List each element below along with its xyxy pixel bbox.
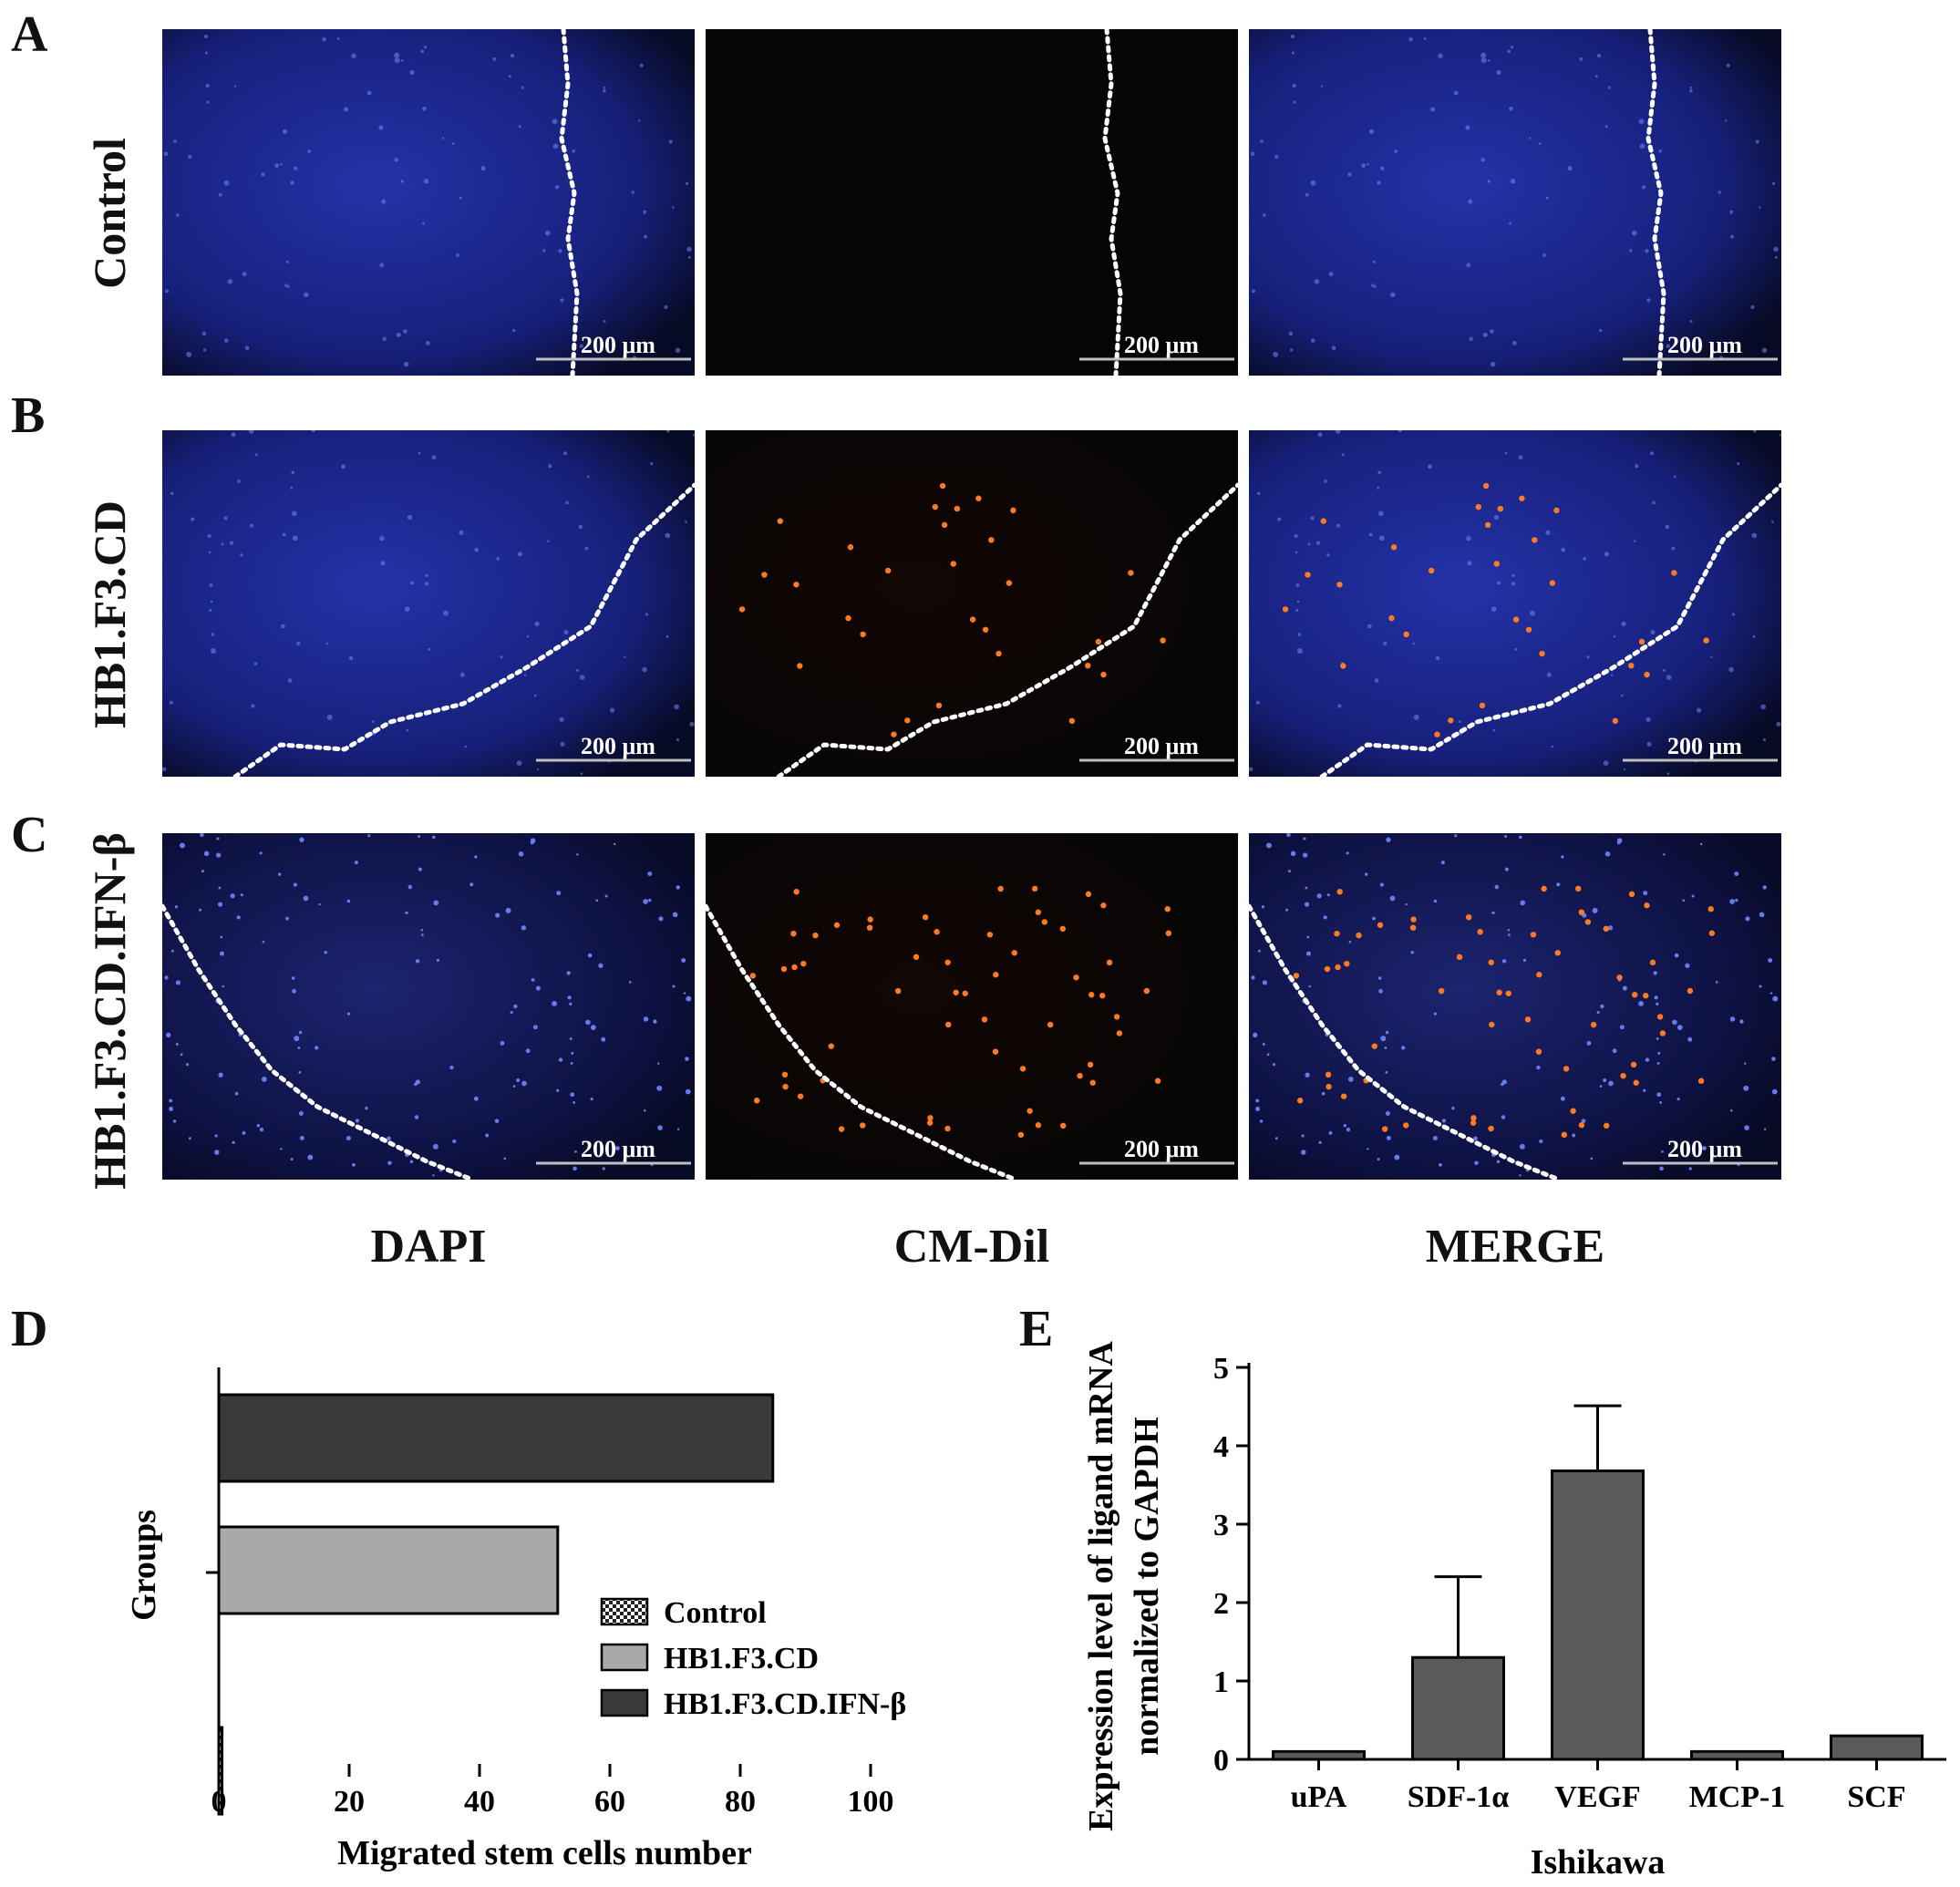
- chart-d-xtick-label: 100: [848, 1785, 894, 1819]
- chart-d-ylabel: Groups: [125, 1510, 163, 1621]
- svg-text:200 μm: 200 μm: [1667, 1136, 1742, 1162]
- chart-d-legend-swatch-0: [600, 1597, 649, 1626]
- svg-text:200 μm: 200 μm: [1667, 733, 1742, 759]
- micro-ifn-dapi: 200 μm: [162, 833, 695, 1180]
- panel-letter-c: C: [11, 807, 48, 863]
- col-label-dil: CM-Dil: [893, 1221, 1050, 1273]
- row-label-hb1-f3-cd: HB1.F3.CD: [84, 500, 135, 728]
- chart-e-xtick-label: VEGF: [1554, 1780, 1640, 1814]
- micro-cd-dapi: 200 μm: [162, 430, 695, 777]
- chart-d-xtick-label: 60: [594, 1785, 625, 1819]
- chart-e-ylabel-1: Expression level of ligand mRNA: [1082, 1341, 1120, 1831]
- chart-e-bar-4: [1830, 1734, 1924, 1761]
- chart-d-bar-2: [217, 1393, 775, 1483]
- row-label-control: Control: [84, 138, 135, 289]
- svg-text:200 μm: 200 μm: [1124, 1136, 1199, 1162]
- chart-e-bar-0: [1272, 1749, 1366, 1761]
- chart-e-ytick-label: 4: [1213, 1430, 1229, 1464]
- chart-e-xtick-label: SDF-1α: [1408, 1780, 1510, 1814]
- panel-letter-d: D: [11, 1301, 48, 1357]
- chart-e-ytick-label: 1: [1213, 1665, 1229, 1699]
- chart-e-ytick-label: 3: [1213, 1509, 1229, 1542]
- chart-e-bar-3: [1690, 1749, 1784, 1761]
- svg-text:200 μm: 200 μm: [1124, 332, 1199, 358]
- chart-d-migrated-cells: 020406080100GroupsMigrated stem cells nu…: [125, 1367, 906, 1872]
- chart-e-bar-2: [1551, 1469, 1645, 1761]
- chart-e-ligand-expression: 0 1 2 3 4 5 uPA SDF-1α VEGF MCP-1 SCF Expression le…: [1082, 1341, 1946, 1882]
- row-label-hb1-f3-cd-ifn: HB1.F3.CD.IFN-β: [84, 832, 135, 1190]
- micro-control-merge: 200 μm: [1249, 29, 1781, 376]
- chart-d-legend-swatch-2: [600, 1688, 649, 1717]
- panel-letter-b: B: [11, 387, 46, 444]
- chart-d-legend-label: HB1.F3.CD.IFN-β: [664, 1687, 906, 1721]
- micro-ifn-dil: 200 μm: [706, 833, 1238, 1180]
- chart-e-xtick-label: SCF: [1847, 1780, 1905, 1814]
- panel-letter-e: E: [1019, 1301, 1054, 1357]
- micro-cd-dil: 200 μm: [706, 430, 1238, 777]
- chart-d-legend-swatch-1: [600, 1643, 649, 1672]
- chart-e-bar-1: [1411, 1655, 1505, 1761]
- chart-d-xtick-label: 80: [725, 1785, 756, 1819]
- svg-text:200 μm: 200 μm: [581, 332, 655, 358]
- chart-d-xtick-label: 20: [334, 1785, 365, 1819]
- micro-control-dil: 200 μm: [706, 29, 1238, 376]
- svg-text:200 μm: 200 μm: [581, 733, 655, 759]
- chart-e-xtick-label: uPA: [1291, 1780, 1347, 1814]
- chart-d-bar-0: [217, 1726, 224, 1816]
- micro-cd-merge: 200 μm: [1249, 430, 1781, 777]
- micro-ifn-merge: 200 μm: [1249, 833, 1781, 1180]
- micro-control-dapi: 200 μm: [162, 29, 695, 376]
- chart-e-ytick-label: 2: [1213, 1587, 1229, 1621]
- chart-e-ytick-label: 5: [1213, 1352, 1229, 1386]
- chart-d-legend-label: Control: [664, 1596, 767, 1630]
- col-label-merge: MERGE: [1425, 1221, 1605, 1273]
- svg-text:200 μm: 200 μm: [1124, 733, 1199, 759]
- svg-text:200 μm: 200 μm: [581, 1136, 655, 1162]
- chart-d-xtick-label: 40: [464, 1785, 495, 1819]
- chart-d-xlabel: Migrated stem cells number: [337, 1834, 752, 1872]
- chart-e-xlabel: Ishikawa: [1531, 1843, 1666, 1882]
- chart-d-bar-1: [217, 1525, 560, 1615]
- chart-e-ytick-label: 0: [1213, 1744, 1229, 1778]
- svg-text:200 μm: 200 μm: [1667, 332, 1742, 358]
- chart-d-legend-label: HB1.F3.CD: [664, 1642, 819, 1676]
- chart-e-xtick-label: MCP-1: [1689, 1780, 1786, 1814]
- col-label-dapi: DAPI: [370, 1221, 487, 1273]
- chart-e-ylabel-2: normalized to GAPDH: [1128, 1417, 1166, 1756]
- panel-letter-a: A: [11, 6, 48, 63]
